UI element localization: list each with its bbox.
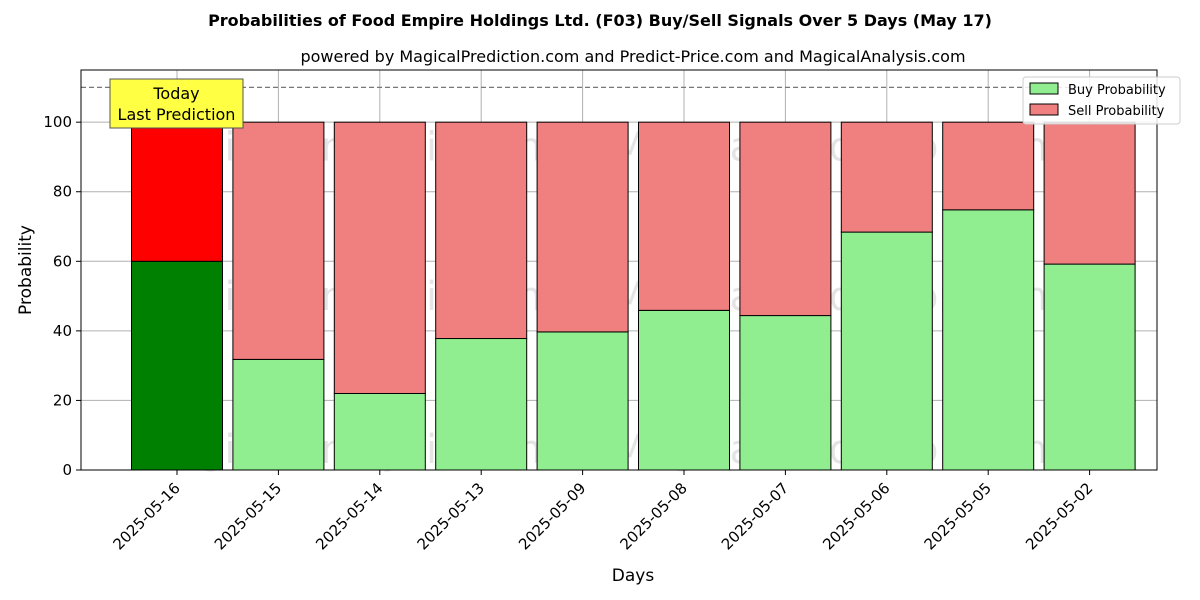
annotation-box — [109, 78, 244, 129]
legend-label-sell: Sell Probability — [1068, 104, 1165, 119]
chart-subtitle: powered by MagicalPrediction.com and Pre… — [300, 47, 965, 66]
bar-buy-2025-05-16 — [131, 260, 223, 471]
bar-sell-2025-05-05 — [942, 121, 1035, 211]
x-tick-label: 2025-05-16 — [109, 479, 183, 553]
annotation-line-1: Today — [152, 84, 199, 103]
plot-frame — [80, 69, 1158, 471]
x-tick-label: 2025-05-13 — [414, 479, 488, 553]
bar-buy-2025-05-02 — [1043, 263, 1136, 471]
bar-sell-2025-05-08 — [638, 121, 730, 311]
bar-sell-2025-05-15 — [232, 121, 325, 360]
y-tick-label: 60 — [53, 252, 72, 270]
x-tick-label: 2025-05-15 — [211, 479, 285, 553]
x-axis-label: Days — [612, 566, 655, 586]
x-tick-label: 2025-05-07 — [718, 479, 792, 553]
x-tick-label: 2025-05-05 — [921, 479, 995, 553]
bar-sell-2025-05-02 — [1043, 121, 1136, 265]
today-annotation: Today Last Prediction — [109, 78, 244, 129]
y-tick-label: 0 — [62, 461, 72, 479]
legend-swatch-sell — [1029, 103, 1059, 116]
bar-buy-2025-05-05 — [942, 209, 1035, 471]
bar-buy-2025-05-06 — [840, 231, 933, 471]
y-axis-label: Probability — [16, 225, 36, 315]
annotation-line-2: Last Prediction — [118, 105, 236, 124]
bar-sell-2025-05-14 — [333, 121, 426, 394]
legend-swatch-buy — [1029, 82, 1059, 95]
bar-sell-2025-05-13 — [435, 121, 528, 340]
bar-buy-2025-05-07 — [739, 315, 832, 471]
x-tick-label: 2025-05-08 — [616, 479, 690, 553]
bar-sell-2025-05-09 — [536, 121, 629, 333]
bar-buy-2025-05-09 — [536, 331, 629, 471]
bar-buy-2025-05-15 — [232, 358, 325, 471]
x-tick-label: 2025-05-06 — [819, 479, 893, 553]
x-tick-label: 2025-05-09 — [515, 479, 589, 553]
bar-sell-2025-05-16 — [131, 121, 223, 262]
bar-buy-2025-05-13 — [435, 338, 528, 471]
bars — [131, 121, 1136, 471]
legend: Buy Probability Sell Probability — [1022, 76, 1181, 125]
y-axis: 0 20 40 60 80 100 — [43, 113, 81, 479]
bar-buy-2025-05-14 — [333, 392, 426, 471]
bar-buy-2025-05-08 — [638, 309, 730, 471]
legend-label-buy: Buy Probability — [1068, 83, 1166, 98]
y-tick-label: 80 — [53, 183, 72, 201]
chart-title: Probabilities of Food Empire Holdings Lt… — [208, 11, 992, 30]
y-tick-label: 20 — [53, 391, 72, 409]
x-axis: 2025-05-16 2025-05-15 2025-05-14 2025-05-13… — [109, 470, 1096, 553]
x-tick-label: 2025-05-14 — [312, 479, 386, 553]
x-tick-label: 2025-05-02 — [1022, 479, 1096, 553]
y-tick-label: 40 — [53, 322, 72, 340]
legend-frame — [1022, 76, 1181, 125]
bar-sell-2025-05-07 — [739, 121, 832, 317]
bar-sell-2025-05-06 — [840, 121, 933, 233]
y-tick-label: 100 — [43, 113, 72, 131]
